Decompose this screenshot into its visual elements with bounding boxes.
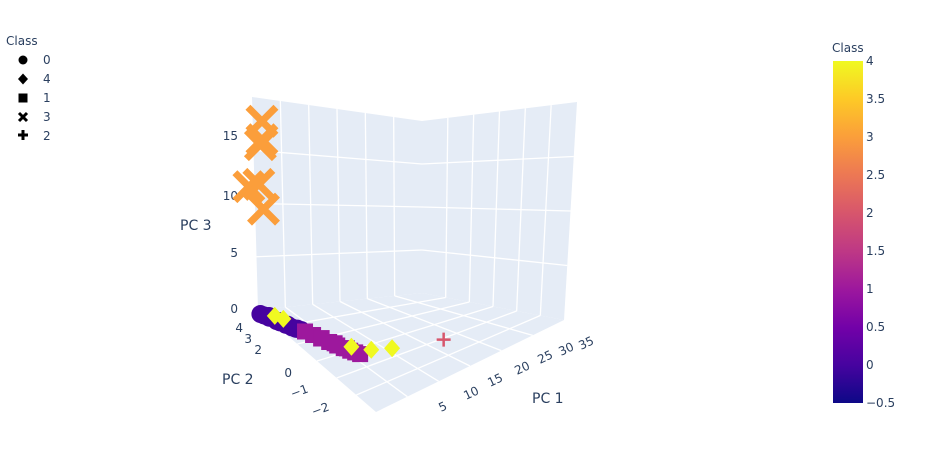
y-tick: 2 (254, 343, 262, 357)
x-tick: 10 (461, 384, 481, 403)
legend-item-2[interactable]: 2 (18, 129, 51, 143)
grid-line (253, 149, 423, 165)
z-axis-ticks: 15 10 5 0 (223, 129, 238, 316)
y-tick: −2 (310, 400, 331, 419)
y-tick: −1 (289, 382, 310, 401)
colorbar-tick: 3 (866, 130, 874, 144)
data-point-class-3 (232, 170, 266, 204)
colorbar-tick: −0.5 (866, 396, 895, 410)
x-tick: 5 (436, 399, 449, 415)
y-tick: 4 (235, 321, 243, 335)
data-point-class-4 (363, 340, 380, 359)
colorbar-tick: 0.5 (866, 320, 885, 334)
legend-label: 4 (43, 72, 51, 86)
legend-item-1[interactable]: 1 (18, 91, 51, 105)
y-tick: 3 (244, 332, 252, 346)
colorbar-ticks: 4 3.5 3 2.5 2 1.5 1 0.5 0 −0.5 (866, 54, 895, 410)
legend[interactable]: Class 0 4 1 3 2 (6, 34, 51, 143)
x-icon (17, 111, 29, 123)
data-point-class-4 (275, 309, 292, 328)
data-point-class-3 (247, 192, 280, 226)
grid-line (421, 155, 574, 165)
colorbar-tick: 2 (866, 206, 874, 220)
legend-item-3[interactable]: 3 (17, 110, 51, 124)
legend-title: Class (6, 34, 38, 48)
x-tick: 20 (512, 359, 532, 378)
grid-line (421, 206, 571, 212)
y-tick: 0 (284, 366, 292, 380)
x-axis-ticks: 5 10 15 20 25 30 35 (436, 334, 596, 415)
data-point-class-1 (326, 335, 343, 352)
colorbar-tick: 2.5 (866, 168, 885, 182)
colorbar-tick: 3.5 (866, 92, 885, 106)
legend-label: 2 (43, 129, 51, 143)
z-tick: 15 (223, 129, 238, 143)
x-tick: 25 (535, 348, 555, 367)
x-tick: 35 (576, 334, 596, 353)
data-point-class-2 (436, 332, 451, 347)
colorbar-tick: 1 (866, 282, 874, 296)
diamond-icon (18, 73, 28, 85)
grid-line (339, 300, 471, 367)
legend-label: 0 (43, 53, 51, 67)
scene-grid (253, 100, 574, 398)
data-point-class-4 (384, 339, 401, 358)
wall-left (252, 97, 422, 310)
square-icon (18, 93, 28, 103)
x-tick: 30 (556, 340, 576, 359)
colorbar-tick: 1.5 (866, 244, 885, 258)
z-tick: 0 (230, 302, 238, 316)
z-axis-title: PC 3 (180, 218, 212, 234)
wall-right (422, 102, 577, 320)
circle-icon (18, 55, 28, 65)
legend-item-4[interactable]: 4 (18, 72, 51, 86)
data-point-class-1 (313, 330, 330, 347)
data-point-class-3 (243, 128, 277, 162)
data-markers (232, 104, 451, 363)
x-axis-title: PC 1 (532, 391, 564, 407)
colorbar-gradient (833, 61, 863, 403)
grid-line (256, 249, 423, 258)
legend-label: 1 (43, 91, 51, 105)
colorbar: Class 4 3.5 3 2.5 2 1.5 1 0.5 0 −0.5 (832, 41, 895, 410)
colorbar-title: Class (832, 41, 864, 55)
legend-label: 3 (43, 110, 51, 124)
z-tick: 5 (230, 246, 238, 260)
colorbar-tick: 0 (866, 358, 874, 372)
legend-item-0[interactable]: 0 (18, 53, 51, 67)
colorbar-tick: 4 (866, 54, 874, 68)
x-tick: 15 (485, 371, 505, 390)
y-axis-title: PC 2 (222, 372, 254, 388)
cross-icon (18, 130, 28, 140)
grid-line (254, 202, 423, 208)
grid-line (421, 249, 568, 267)
grid-line (394, 295, 533, 336)
data-point-class-4 (343, 337, 360, 356)
y-axis-ticks: 4 3 2 0 −1 −2 (235, 321, 331, 419)
data-point-class-3 (242, 167, 276, 201)
grid-line (312, 303, 440, 382)
grid-line (367, 298, 502, 352)
